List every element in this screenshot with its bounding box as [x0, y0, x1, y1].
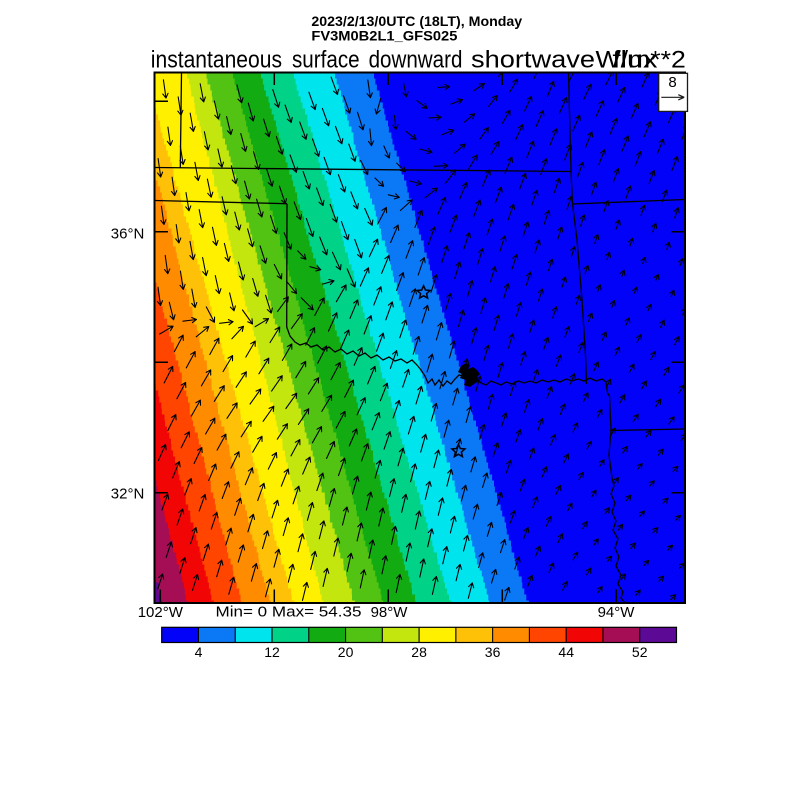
svg-text:28: 28: [411, 644, 427, 660]
svg-text:FV3M0B2L1_GFS025: FV3M0B2L1_GFS025: [311, 27, 457, 43]
svg-text:flux: flux: [613, 46, 658, 73]
svg-text:20: 20: [338, 644, 354, 660]
svg-text:102°W: 102°W: [138, 604, 184, 621]
svg-text:shortwave: shortwave: [471, 46, 595, 73]
svg-text:8: 8: [668, 74, 676, 91]
svg-text:Min= 0 Max= 54.35: Min= 0 Max= 54.35: [216, 604, 362, 621]
svg-text:36°N: 36°N: [111, 225, 145, 242]
svg-text:94°W: 94°W: [598, 604, 636, 621]
svg-text:W/m**2: W/m**2: [596, 46, 686, 73]
svg-text:36: 36: [485, 644, 501, 660]
svg-text:98°W: 98°W: [371, 604, 409, 621]
svg-text:32°N: 32°N: [111, 486, 145, 503]
svg-text:surface: surface: [292, 46, 360, 73]
svg-text:52: 52: [632, 644, 648, 660]
svg-text:2023/2/13/0UTC (18LT), Monday: 2023/2/13/0UTC (18LT), Monday: [311, 13, 522, 29]
svg-text:12: 12: [264, 644, 280, 660]
svg-text:4: 4: [195, 644, 203, 660]
svg-text:44: 44: [558, 644, 574, 660]
svg-text:downward: downward: [369, 46, 463, 73]
svg-text:instantaneous: instantaneous: [151, 46, 282, 73]
